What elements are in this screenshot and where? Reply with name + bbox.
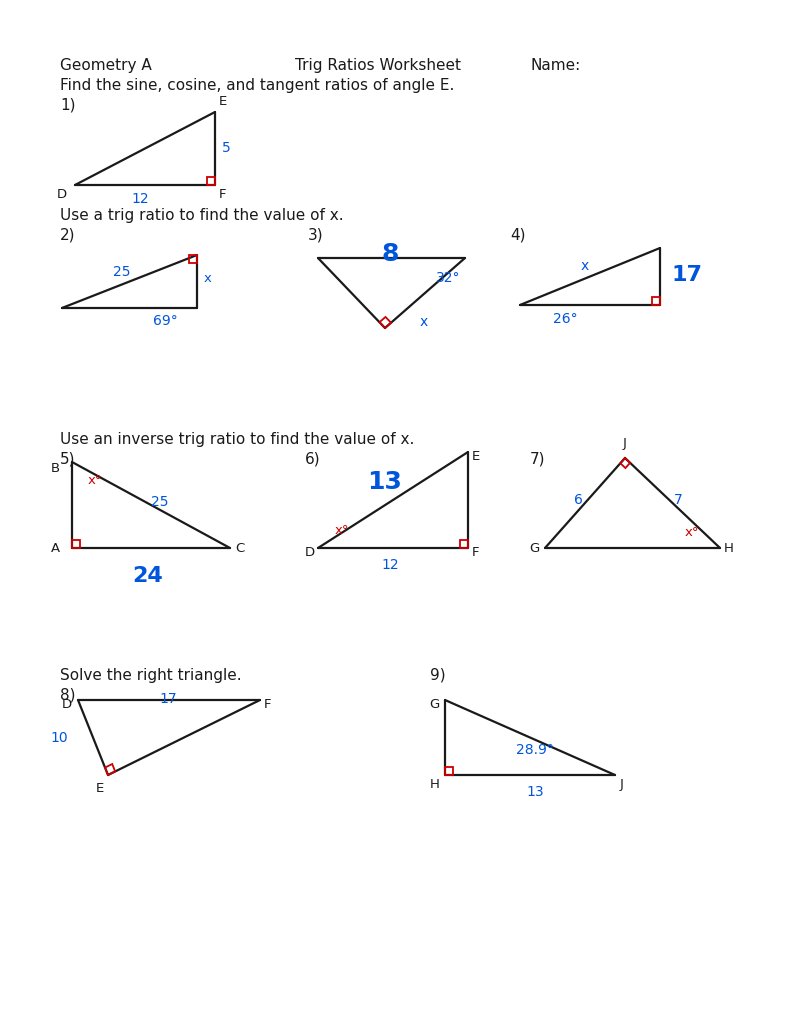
Text: F: F xyxy=(472,546,479,558)
Text: Geometry A: Geometry A xyxy=(60,58,152,73)
Text: Trig Ratios Worksheet: Trig Ratios Worksheet xyxy=(295,58,461,73)
Text: 25: 25 xyxy=(151,495,168,509)
Text: 1): 1) xyxy=(60,98,75,113)
Text: E: E xyxy=(472,450,480,463)
Text: 17: 17 xyxy=(672,265,703,285)
Text: 8): 8) xyxy=(60,688,75,703)
Text: 8: 8 xyxy=(381,242,399,266)
Text: E: E xyxy=(219,95,227,108)
Text: 13: 13 xyxy=(526,785,544,799)
Text: 32°: 32° xyxy=(436,271,460,285)
Text: x°: x° xyxy=(685,525,699,539)
Text: 7): 7) xyxy=(530,452,546,467)
Text: Use a trig ratio to find the value of x.: Use a trig ratio to find the value of x. xyxy=(60,208,343,223)
Text: D: D xyxy=(62,698,72,711)
Text: 6): 6) xyxy=(305,452,320,467)
Text: D: D xyxy=(305,546,315,558)
Text: F: F xyxy=(219,188,226,201)
Text: 26°: 26° xyxy=(553,312,577,326)
Text: 69°: 69° xyxy=(153,314,177,328)
Text: J: J xyxy=(620,778,624,791)
Text: 12: 12 xyxy=(131,193,149,206)
Text: 13: 13 xyxy=(368,470,403,494)
Text: 28.9°: 28.9° xyxy=(516,743,554,757)
Text: A: A xyxy=(51,542,60,555)
Text: F: F xyxy=(264,698,271,711)
Text: 9): 9) xyxy=(430,668,445,683)
Text: Name:: Name: xyxy=(530,58,581,73)
Text: D: D xyxy=(57,188,67,201)
Text: 10: 10 xyxy=(51,731,68,745)
Text: B: B xyxy=(51,462,60,475)
Text: 12: 12 xyxy=(381,558,399,572)
Text: 25: 25 xyxy=(113,265,131,279)
Text: 24: 24 xyxy=(133,566,164,586)
Text: 17: 17 xyxy=(159,692,177,706)
Text: 7: 7 xyxy=(674,493,683,507)
Text: 4): 4) xyxy=(510,228,525,243)
Text: C: C xyxy=(235,542,244,555)
Text: Find the sine, cosine, and tangent ratios of angle E.: Find the sine, cosine, and tangent ratio… xyxy=(60,78,454,93)
Text: G: G xyxy=(430,698,440,711)
Text: G: G xyxy=(530,542,540,555)
Text: 5: 5 xyxy=(222,141,231,155)
Text: J: J xyxy=(623,437,627,450)
Text: x: x xyxy=(581,259,589,273)
Text: H: H xyxy=(724,542,734,555)
Text: E: E xyxy=(96,782,104,795)
Text: 2): 2) xyxy=(60,228,75,243)
Text: 5): 5) xyxy=(60,452,75,467)
Text: H: H xyxy=(430,778,440,791)
Text: x: x xyxy=(420,315,428,329)
Text: x°: x° xyxy=(88,474,103,487)
Text: Use an inverse trig ratio to find the value of x.: Use an inverse trig ratio to find the va… xyxy=(60,432,414,447)
Text: x: x xyxy=(204,271,212,285)
Text: x°: x° xyxy=(335,523,350,537)
Text: 6: 6 xyxy=(573,493,582,507)
Text: 3): 3) xyxy=(308,228,324,243)
Text: Solve the right triangle.: Solve the right triangle. xyxy=(60,668,241,683)
